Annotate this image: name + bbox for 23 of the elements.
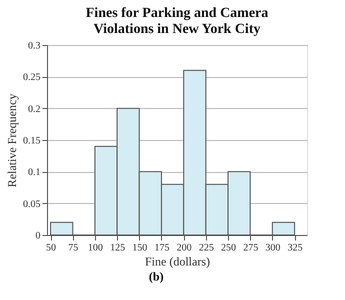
x-tick-label: 75 (68, 242, 78, 254)
y-axis-title: Relative Frequency (5, 94, 19, 188)
x-tick-label: 225 (198, 242, 214, 254)
x-tick-label: 275 (243, 242, 258, 254)
x-axis-title: Fine (dollars) (145, 254, 210, 268)
x-tick-label: 175 (154, 242, 170, 254)
x-tick-label: 300 (265, 242, 280, 254)
chart-title: Fines for Parking and Camera Violations in New York City (86, 6, 268, 37)
x-tick-label: 100 (88, 242, 103, 254)
text: (b) (148, 270, 164, 284)
y-tick-label: 0.2 (28, 104, 40, 115)
x-tick-label: 50 (46, 242, 56, 254)
y-tick-label: 0.05 (23, 198, 40, 210)
y-tick-label: 0.3 (28, 40, 40, 52)
x-tick-label: 200 (176, 242, 192, 254)
y-tick-label: 0.25 (23, 72, 40, 84)
y-tick-label: 0.15 (23, 136, 40, 146)
y-tick-label: 0 (36, 230, 40, 242)
x-tick-label: 125 (110, 242, 126, 254)
y-tick-label: 0.1 (28, 167, 40, 178)
x-tick-label: 150 (132, 242, 148, 254)
x-tick-label: 250 (221, 242, 236, 254)
x-tick-label: 325 (288, 242, 303, 254)
